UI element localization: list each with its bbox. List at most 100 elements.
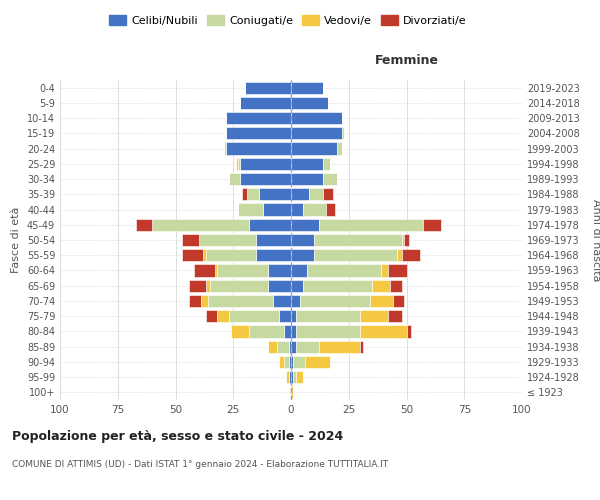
Bar bbox=[302, 204, 326, 216]
Bar bbox=[291, 340, 296, 353]
Bar bbox=[360, 326, 407, 338]
Bar bbox=[268, 280, 291, 292]
Bar bbox=[226, 112, 291, 124]
Bar bbox=[280, 310, 291, 322]
Bar bbox=[422, 218, 441, 231]
Bar bbox=[291, 158, 323, 170]
Bar bbox=[372, 280, 391, 292]
Bar bbox=[291, 142, 337, 154]
Bar bbox=[256, 249, 291, 262]
Text: COMUNE DI ATTIMIS (UD) - Dati ISTAT 1° gennaio 2024 - Elaborazione TUTTITALIA.IT: COMUNE DI ATTIMIS (UD) - Dati ISTAT 1° g… bbox=[12, 460, 388, 469]
Bar bbox=[305, 356, 330, 368]
Text: Popolazione per età, sesso e stato civile - 2024: Popolazione per età, sesso e stato civil… bbox=[12, 430, 343, 443]
Bar bbox=[291, 188, 310, 200]
Bar bbox=[152, 218, 250, 231]
Bar bbox=[194, 264, 215, 276]
Bar bbox=[323, 158, 330, 170]
Bar bbox=[337, 142, 342, 154]
Bar bbox=[397, 249, 402, 262]
Bar bbox=[296, 326, 360, 338]
Bar bbox=[291, 218, 319, 231]
Bar bbox=[284, 326, 291, 338]
Bar bbox=[381, 264, 388, 276]
Bar bbox=[314, 249, 397, 262]
Bar bbox=[240, 158, 291, 170]
Bar bbox=[247, 188, 259, 200]
Bar bbox=[136, 218, 152, 231]
Bar bbox=[206, 280, 210, 292]
Bar bbox=[242, 188, 247, 200]
Bar bbox=[319, 218, 422, 231]
Bar bbox=[291, 82, 323, 94]
Bar bbox=[229, 310, 280, 322]
Y-axis label: Fasce di età: Fasce di età bbox=[11, 207, 21, 273]
Bar bbox=[190, 280, 206, 292]
Bar bbox=[226, 127, 291, 140]
Bar bbox=[229, 173, 240, 185]
Bar bbox=[231, 326, 250, 338]
Bar bbox=[208, 295, 272, 307]
Bar bbox=[296, 310, 360, 322]
Bar bbox=[277, 340, 289, 353]
Bar bbox=[268, 340, 277, 353]
Bar bbox=[307, 264, 381, 276]
Bar bbox=[402, 249, 421, 262]
Bar bbox=[291, 249, 314, 262]
Bar bbox=[238, 158, 240, 170]
Bar bbox=[280, 356, 284, 368]
Bar bbox=[226, 142, 291, 154]
Bar bbox=[236, 158, 238, 170]
Bar bbox=[284, 356, 289, 368]
Bar bbox=[342, 127, 344, 140]
Bar bbox=[250, 218, 291, 231]
Bar bbox=[206, 310, 217, 322]
Bar bbox=[291, 204, 302, 216]
Bar bbox=[300, 295, 370, 307]
Bar bbox=[402, 234, 404, 246]
Bar bbox=[291, 112, 342, 124]
Bar bbox=[289, 340, 291, 353]
Bar bbox=[291, 386, 293, 398]
Bar bbox=[245, 82, 291, 94]
Bar bbox=[291, 326, 296, 338]
Bar bbox=[323, 173, 337, 185]
Text: Femmine: Femmine bbox=[374, 54, 439, 67]
Bar bbox=[217, 310, 229, 322]
Bar bbox=[210, 280, 268, 292]
Bar bbox=[259, 188, 291, 200]
Bar bbox=[326, 204, 335, 216]
Bar bbox=[263, 204, 291, 216]
Bar bbox=[190, 295, 201, 307]
Bar bbox=[291, 280, 302, 292]
Bar bbox=[217, 264, 268, 276]
Bar bbox=[293, 356, 305, 368]
Bar bbox=[391, 280, 402, 292]
Bar bbox=[250, 326, 284, 338]
Bar bbox=[360, 340, 362, 353]
Bar bbox=[291, 310, 296, 322]
Bar bbox=[240, 173, 291, 185]
Bar bbox=[201, 295, 208, 307]
Bar bbox=[182, 249, 203, 262]
Bar bbox=[407, 326, 411, 338]
Bar bbox=[388, 264, 407, 276]
Bar bbox=[319, 340, 360, 353]
Bar bbox=[206, 249, 256, 262]
Bar bbox=[291, 264, 307, 276]
Bar bbox=[291, 173, 323, 185]
Bar bbox=[291, 234, 314, 246]
Bar bbox=[323, 188, 332, 200]
Bar bbox=[293, 371, 296, 383]
Bar bbox=[289, 371, 291, 383]
Bar bbox=[286, 371, 289, 383]
Bar bbox=[296, 371, 302, 383]
Bar bbox=[291, 356, 293, 368]
Bar bbox=[289, 356, 291, 368]
Bar bbox=[370, 295, 392, 307]
Bar bbox=[291, 97, 328, 109]
Bar bbox=[199, 234, 256, 246]
Bar bbox=[238, 204, 263, 216]
Bar bbox=[256, 234, 291, 246]
Y-axis label: Anni di nascita: Anni di nascita bbox=[590, 198, 600, 281]
Bar bbox=[182, 234, 199, 246]
